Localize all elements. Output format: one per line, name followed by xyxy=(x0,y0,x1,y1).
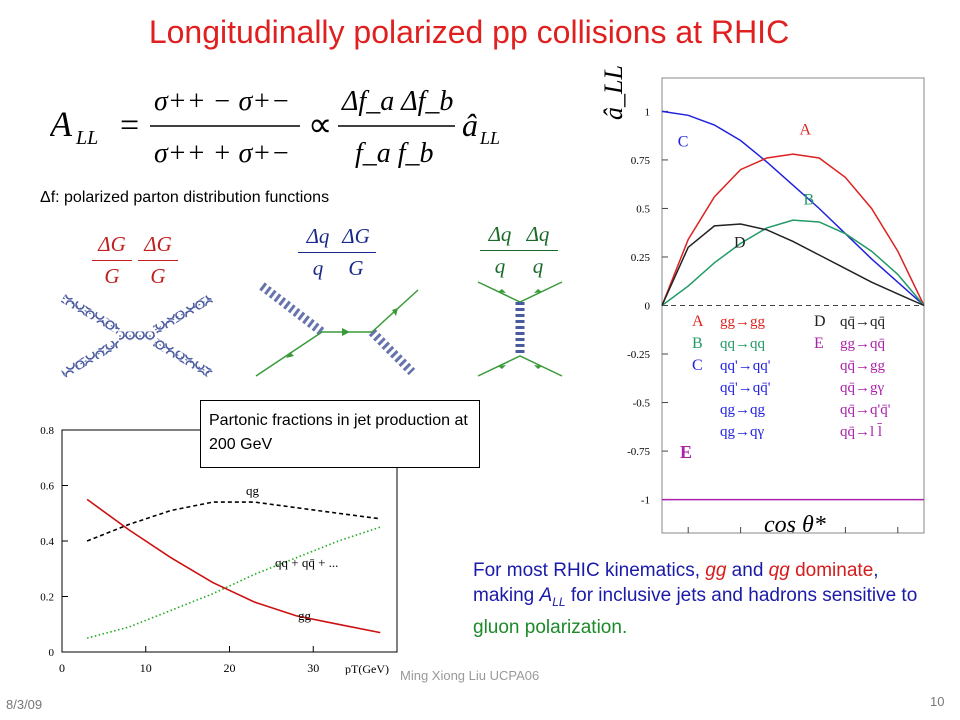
gg-feynman-diagram xyxy=(60,294,214,378)
right-y-tick-label: 0.25 xyxy=(631,252,651,264)
eq-den1: σ++ + σ+− xyxy=(154,138,290,169)
right-series-line-C xyxy=(661,110,925,307)
right-y-tick-label: 0 xyxy=(645,301,651,313)
left-x-axis-label: pT(GeV) xyxy=(345,662,389,675)
left-y-tick-label: 0.6 xyxy=(40,481,54,493)
legend-key-C: C xyxy=(692,357,703,374)
legend-process: qq̄'→qq̄' xyxy=(720,380,771,396)
legend-process: qq̄→q'q̄' xyxy=(840,402,891,418)
left-x-tick-label: 10 xyxy=(140,661,152,675)
right-series-label-C: C xyxy=(678,133,689,150)
right-y-tick-label: -1 xyxy=(641,495,650,507)
partonic-fraction-chart: 00.20.40.60.8 0 10 20 30 qg qq + qq̄ + ... … xyxy=(40,425,398,675)
legend-process: qg→qγ xyxy=(720,424,765,440)
eq-lhs-sub: LL xyxy=(75,127,98,149)
qq-fraction-2: Δq q xyxy=(518,222,558,279)
left-x-tick-label: 30 xyxy=(307,661,319,675)
right-y-tick-label: -0.25 xyxy=(627,349,650,361)
left-series-line-0 xyxy=(86,501,381,542)
legend-key-B: B xyxy=(692,335,703,352)
eq-lhs: A xyxy=(50,104,73,144)
qg-feynman-diagram xyxy=(255,282,419,377)
eq-equals: = xyxy=(120,107,139,144)
footer-author: Ming Xiong Liu UCPA06 xyxy=(400,668,540,683)
right-series-line-B xyxy=(661,219,925,307)
right-series-label-B: B xyxy=(803,192,814,209)
right-y-tick-label: 1 xyxy=(645,106,651,118)
legend-process: qq̄→qq̄ xyxy=(840,314,886,330)
right-y-tick-label: 0.75 xyxy=(631,155,651,167)
eq-rhs: â xyxy=(462,107,478,143)
legend-process: gg→gg xyxy=(720,314,766,330)
qg-fraction-1: Δq q xyxy=(298,224,338,281)
eq-num2: Δf_a Δf_b xyxy=(341,86,453,117)
left-series-line-1 xyxy=(86,526,381,639)
qq-feynman-diagram xyxy=(477,281,563,377)
page-title: Longitudinally polarized pp collisions a… xyxy=(148,14,790,50)
gg-fraction-1: ΔG G xyxy=(92,232,132,289)
left-y-tick-label: 0.8 xyxy=(40,425,54,437)
eq-rhs-sub: LL xyxy=(479,128,500,148)
jet-fraction-caption: Partonic fractions in jet production at … xyxy=(200,400,480,468)
series-label-qg: qg xyxy=(246,483,260,498)
qq-fraction-1: Δq q xyxy=(480,222,520,279)
right-x-axis-label: cos θ* xyxy=(764,512,826,538)
eq-den2: f_a f_b xyxy=(355,138,434,169)
right-y-axis-label: â_LL xyxy=(599,65,628,120)
legend-process: qq̄→gγ xyxy=(840,380,885,396)
legend-key-E: E xyxy=(814,335,824,352)
legend-process: qq→qq xyxy=(720,336,766,352)
legend-process: qq̄→l l̄ xyxy=(840,424,883,440)
legend-key-A: A xyxy=(692,313,704,330)
left-series-line-2 xyxy=(86,498,381,634)
eq-num1: σ++ − σ+− xyxy=(154,86,290,117)
series-label-gg: gg xyxy=(298,608,312,623)
asymmetry-equation: A LL = σ++ − σ+− σ++ + σ+− ∝ Δf_a Δf_b f… xyxy=(50,86,500,169)
legend-process: qq̄→gg xyxy=(840,358,886,374)
left-x-tick-label: 0 xyxy=(59,661,65,675)
left-y-tick-label: 0.2 xyxy=(40,592,54,604)
a-ll-chart: 10.750.50.250-0.25-0.5-0.75-1 -0.8-0.400… xyxy=(592,48,930,538)
legend-key-D: D xyxy=(814,313,826,330)
left-y-tick-label: 0.4 xyxy=(40,536,54,548)
legend-process: gg→qq̄ xyxy=(840,336,886,352)
label-e-bottom: E xyxy=(680,442,692,462)
qg-fraction-2: ΔG G xyxy=(336,224,376,281)
summary-text: For most RHIC kinematics, gg and qg domi… xyxy=(473,560,918,638)
eq-proportional: ∝ xyxy=(308,107,332,144)
left-y-tick-label: 0 xyxy=(49,647,55,659)
right-y-tick-label: -0.75 xyxy=(627,446,650,458)
footer-date: 8/3/09 xyxy=(6,697,43,712)
right-series-line-A xyxy=(661,153,925,306)
legend-process: qg→qg xyxy=(720,402,766,418)
left-x-tick-label: 20 xyxy=(224,661,236,675)
right-series-line-D xyxy=(661,223,925,307)
right-series-label-D: D xyxy=(734,234,746,251)
series-label-qq: qq + qq̄ + ... xyxy=(275,555,338,570)
gg-fraction-2: ΔG G xyxy=(138,232,178,289)
legend-process: qq'→qq' xyxy=(720,358,771,374)
page-number: 10 xyxy=(930,694,945,709)
right-y-tick-label: -0.5 xyxy=(633,398,651,410)
right-y-tick-label: 0.5 xyxy=(636,203,650,215)
pdf-note: Δf: polarized parton distribution functi… xyxy=(40,189,330,206)
right-series-label-A: A xyxy=(800,122,812,139)
